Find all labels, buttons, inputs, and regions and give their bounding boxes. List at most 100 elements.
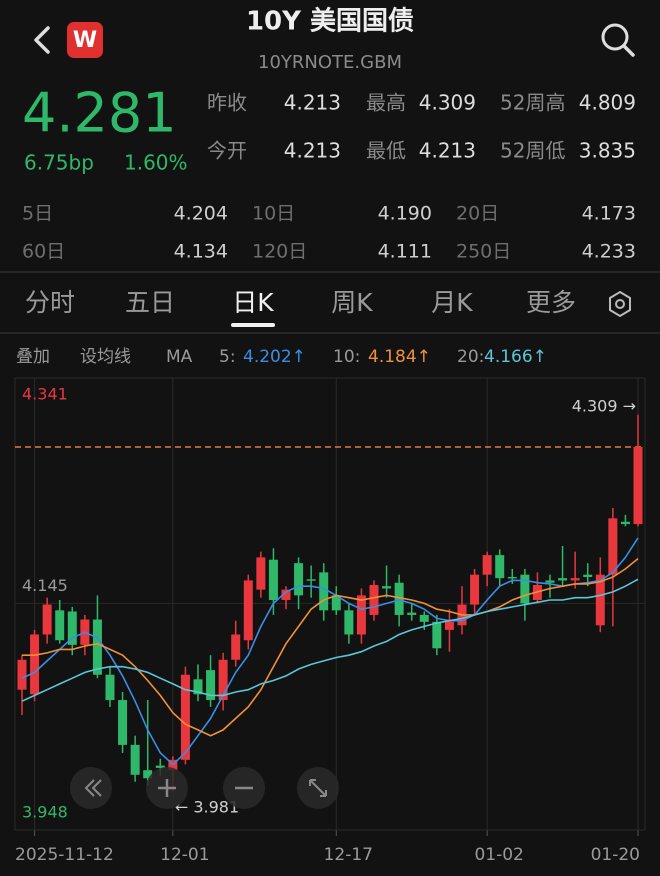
high-label: 4.309 → <box>572 396 636 415</box>
candle-body <box>155 765 165 768</box>
tab[interactable]: 更多 <box>526 288 576 317</box>
low-label: ← 3.981 <box>175 798 239 817</box>
candle-body <box>92 619 102 675</box>
y-tick-label: 4.341 <box>22 385 68 404</box>
stat-label: 最低 <box>366 139 406 163</box>
candle-body <box>143 770 153 779</box>
candle-body <box>382 586 392 589</box>
candle-body <box>118 700 128 745</box>
settings-button[interactable] <box>609 290 631 318</box>
ma-item-label: 10: <box>333 347 360 367</box>
stat-value: 3.835 <box>579 139 636 163</box>
subtitle: 10YRNOTE.GBM <box>258 52 402 73</box>
chart: 2025-11-12 12-01 12-17 01-02 01-20 4.341 4.145… <box>14 377 646 865</box>
tab[interactable]: 分时 <box>25 288 75 317</box>
stat-label: 60日 <box>22 241 65 263</box>
candle-body <box>407 612 417 615</box>
candle-body <box>218 659 228 701</box>
stat-value: 4.190 <box>378 203 432 225</box>
candle-body <box>595 574 605 626</box>
tabs: 分时 五日 日K 周K 月K 更多 <box>25 288 576 327</box>
stat-label: 20日 <box>456 203 499 225</box>
icon <box>84 779 102 797</box>
candle-body <box>356 595 366 635</box>
candle-body <box>319 572 329 611</box>
overlay-button[interactable]: 叠加 <box>16 347 50 367</box>
ma-item-value: 4.184↑ <box>368 347 431 367</box>
x-tick-label: 2025-11-12 <box>15 845 114 865</box>
ma-item-label: 20: <box>457 347 484 367</box>
stat-label: 5日 <box>22 203 53 225</box>
candle-body <box>344 610 354 635</box>
candle-body <box>180 674 190 760</box>
x-tick-label: 12-17 <box>324 845 373 865</box>
candle-body <box>444 621 454 630</box>
stat-value: 4.213 <box>419 139 476 163</box>
tab[interactable]: 月K <box>431 288 473 317</box>
tab[interactable]: 五日 <box>125 288 175 317</box>
stat-value: 4.233 <box>582 241 636 263</box>
tab[interactable]: 周K <box>331 288 373 317</box>
stat-value: 4.213 <box>284 91 341 115</box>
candle-body <box>331 595 341 611</box>
search-button[interactable] <box>601 23 635 57</box>
change-bp: 6.75bp <box>24 151 94 175</box>
stats: 昨收 4.213 最高 4.309 52周高 4.809 今开 4.213 最低 4.213 52周… <box>22 91 636 263</box>
candle-body <box>130 744 140 775</box>
candle-body <box>231 634 241 660</box>
stat-label: 120日 <box>252 241 307 263</box>
ma-bar: 叠加 设均线 MA 5: 4.202↑ 10: 4.184↑ 20: 4.166↑ <box>16 347 547 367</box>
icon <box>158 779 176 797</box>
stat-label: 昨收 <box>207 91 247 115</box>
back-button[interactable] <box>34 26 50 54</box>
x-tick-label: 01-02 <box>474 845 523 865</box>
candle-body <box>620 521 630 525</box>
x-tick-label: 01-20 <box>591 845 640 865</box>
candle-body <box>268 559 278 600</box>
stat-value: 4.204 <box>174 203 228 225</box>
candle-body <box>558 578 568 581</box>
tab-indicator <box>231 323 275 327</box>
stat-value: 4.173 <box>582 203 636 225</box>
stat-value: 4.213 <box>284 139 341 163</box>
stat-label: 最高 <box>366 91 406 115</box>
candle-body <box>520 574 530 604</box>
ma-label: MA <box>166 347 193 367</box>
stat-value: 4.809 <box>579 91 636 115</box>
candle-body <box>545 580 555 583</box>
candle-body <box>570 578 580 581</box>
stat-value: 4.309 <box>419 91 476 115</box>
icon <box>309 779 327 797</box>
candle-body <box>369 585 379 615</box>
candle-body <box>294 563 304 596</box>
candle-body <box>633 447 643 525</box>
ma-item-value: 4.166↑ <box>484 347 547 367</box>
x-tick-label: 12-01 <box>160 845 209 865</box>
candle-body <box>105 674 115 701</box>
ma-line <box>21 537 639 766</box>
change-pct: 1.60% <box>124 151 188 175</box>
stat-label: 52周低 <box>500 139 565 163</box>
chart-controls <box>70 767 339 809</box>
candle-body <box>583 574 593 577</box>
ma-line <box>22 557 639 737</box>
candle-body <box>42 604 52 635</box>
ma-line <box>21 578 639 702</box>
logo <box>67 22 103 58</box>
set-ma-button[interactable]: 设均线 <box>80 347 131 367</box>
ma-item-label: 5: <box>219 347 236 367</box>
tab[interactable]: 日K <box>232 288 274 317</box>
ma-item-value: 4.202↑ <box>243 347 306 367</box>
candle-body <box>55 610 65 641</box>
y-tick-label: 4.145 <box>22 576 68 595</box>
candle-body <box>256 557 266 590</box>
scroll-left-button[interactable] <box>70 767 112 809</box>
price: 4.281 <box>22 82 177 145</box>
stat-label: 52周高 <box>500 91 565 115</box>
y-tick-label: 3.948 <box>22 803 68 822</box>
candle-body <box>419 614 429 622</box>
candle-body <box>306 579 316 581</box>
candle-body <box>495 555 505 579</box>
